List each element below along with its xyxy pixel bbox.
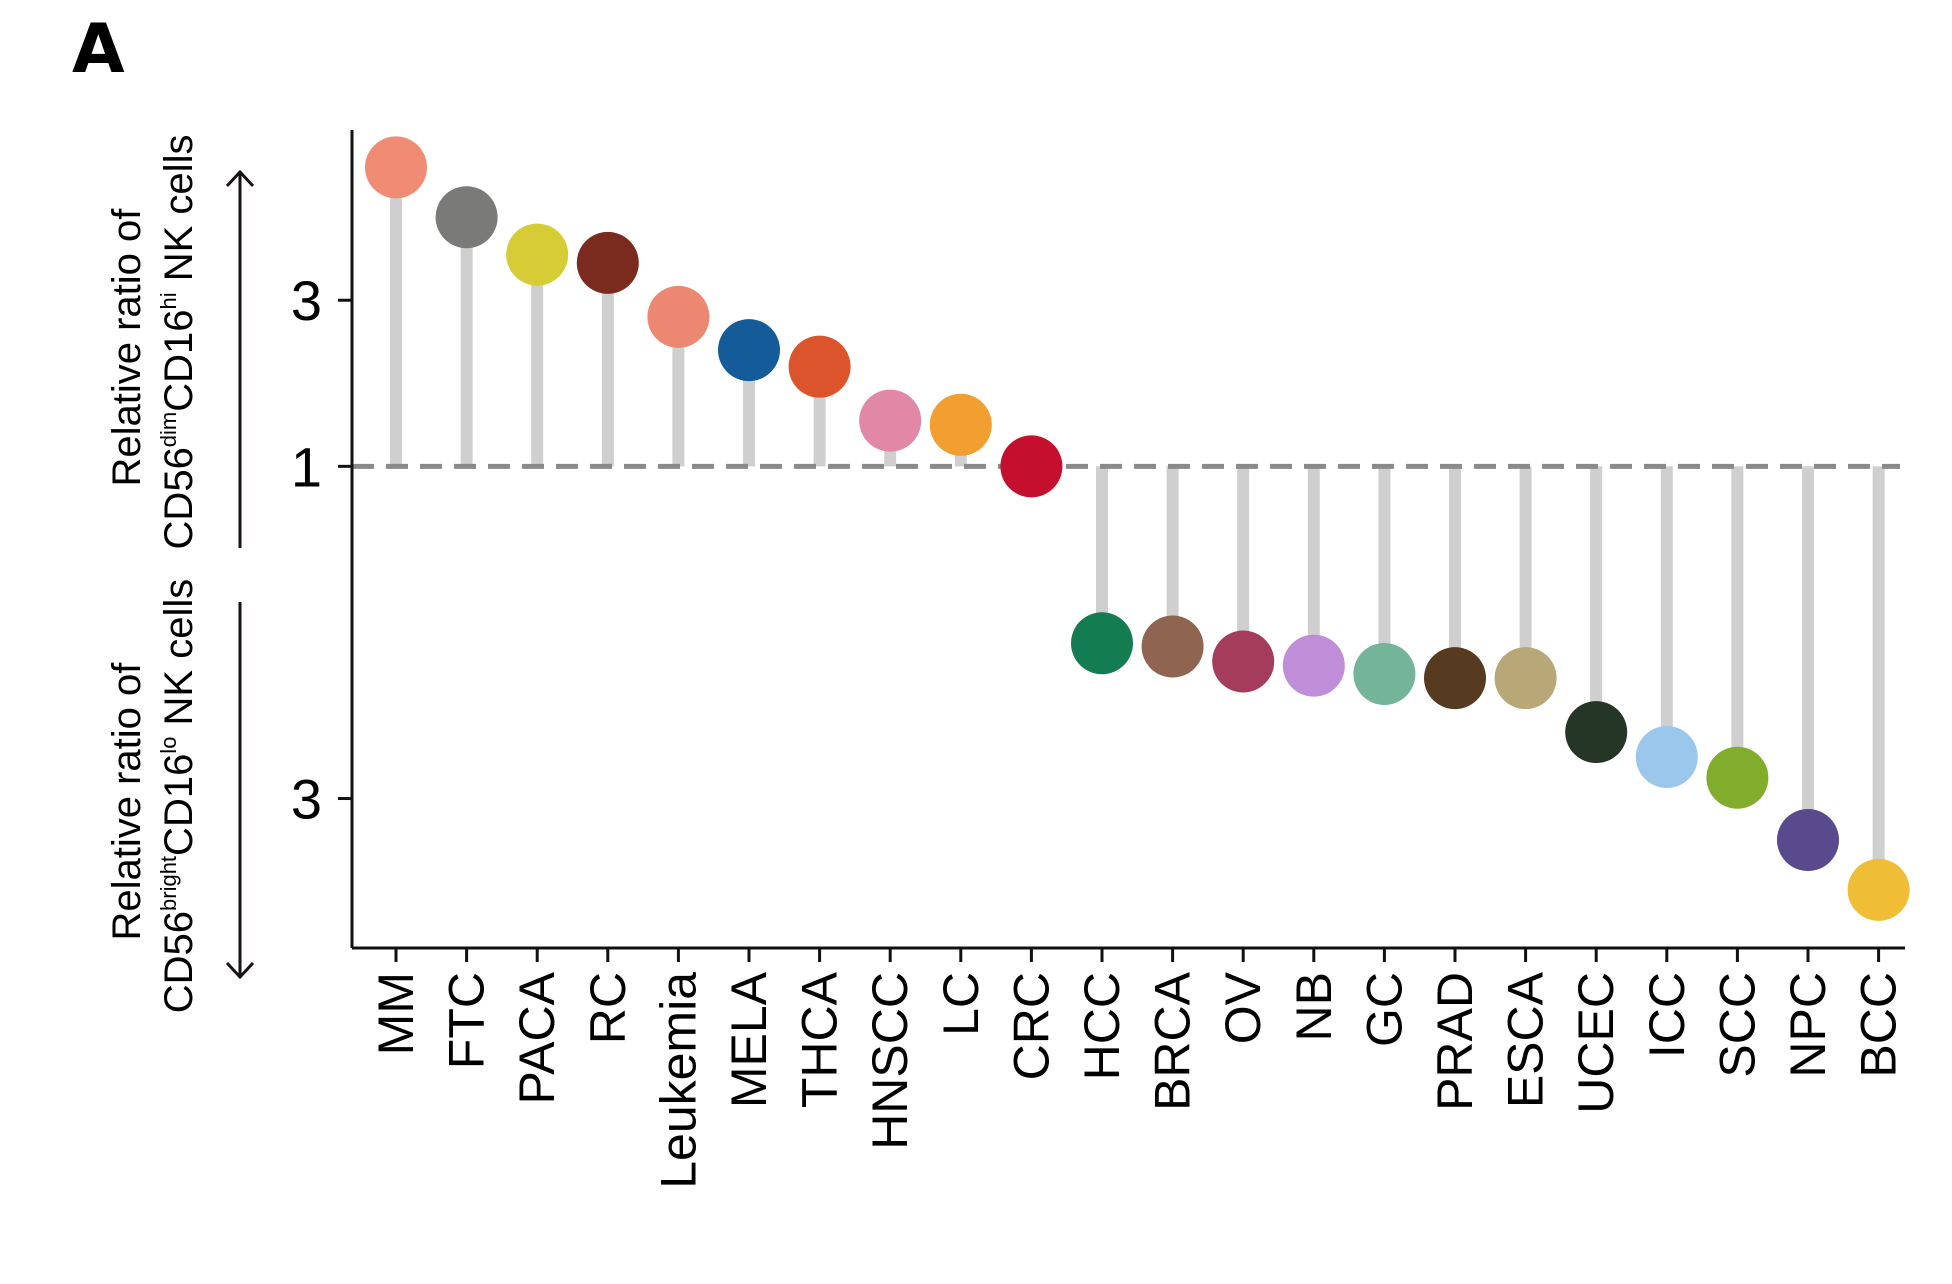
y-label-lower-pre: CD56 (157, 911, 201, 1013)
points-layer (365, 136, 1910, 921)
x-label-icc: ICC (1639, 972, 1695, 1058)
x-label-leukemia: Leukemia (650, 972, 706, 1189)
x-label-lc: LC (933, 972, 989, 1036)
point-hnscc (859, 389, 922, 452)
point-scc (1706, 746, 1769, 809)
x-label-scc: SCC (1709, 972, 1765, 1078)
point-ov (1212, 630, 1275, 693)
x-label-ov: OV (1215, 971, 1271, 1044)
x-label-crc: CRC (1003, 972, 1059, 1080)
y-label-lower-post: NK cells (157, 579, 201, 737)
down-arrow (225, 602, 255, 980)
point-esca (1494, 647, 1557, 710)
x-label-ucec: UCEC (1568, 972, 1624, 1114)
point-crc (1000, 435, 1063, 498)
x-label-ftc: FTC (439, 972, 495, 1069)
y-label-lower-line1: Relative ratio of (105, 662, 149, 941)
x-label-npc: NPC (1780, 972, 1836, 1078)
y-ticks-layer: 3 1 3 (291, 269, 352, 831)
point-ucec (1565, 701, 1628, 764)
x-label-mm: MM (368, 972, 424, 1055)
y-label-lower-sup1: bright (156, 856, 181, 911)
x-label-hnscc: HNSCC (862, 972, 918, 1150)
point-paca (506, 223, 569, 286)
point-bcc (1847, 858, 1910, 921)
point-brca (1141, 615, 1204, 678)
y-label-upper-post: NK cells (157, 135, 201, 293)
point-icc (1635, 725, 1698, 788)
y-label-upper-pre: CD56 (157, 447, 201, 549)
y-label-lower-mid: CD16 (157, 754, 201, 856)
stems-layer (390, 167, 1885, 890)
x-labels-layer: MM FTC PACA RC Leukemia MELA THCA HNSCC LC CRC HCC… (368, 948, 1907, 1189)
x-label-esca: ESCA (1498, 971, 1554, 1108)
y-label-upper-sup2: hi (156, 292, 181, 309)
point-thca (788, 335, 851, 398)
x-label-prad: PRAD (1427, 972, 1483, 1111)
point-mela (718, 319, 780, 382)
point-ftc (435, 186, 498, 249)
point-nb (1282, 634, 1345, 697)
panel-label: A (72, 10, 125, 89)
point-prad (1424, 647, 1486, 710)
y-tick-label-0: 3 (291, 269, 322, 332)
x-label-nb: NB (1286, 972, 1342, 1041)
x-label-thca: THCA (792, 971, 848, 1108)
y-label-lower-sup2: lo (156, 737, 181, 754)
y-label-upper-mid: CD16 (157, 309, 201, 411)
x-label-mela: MELA (721, 971, 777, 1108)
point-mm (365, 136, 427, 199)
x-label-gc: GC (1356, 972, 1412, 1047)
point-leukemia (647, 285, 710, 348)
x-label-paca: PACA (509, 971, 565, 1104)
point-rc (576, 231, 639, 294)
y-tick-label-2: 3 (291, 768, 322, 831)
point-npc (1777, 809, 1839, 872)
point-gc (1353, 642, 1416, 705)
x-label-hcc: HCC (1074, 972, 1130, 1080)
y-label-upper-sup1: dim (156, 412, 181, 447)
x-label-rc: RC (580, 972, 636, 1044)
y-axis-label-lower: Relative ratio of CD56brightCD16lo NK ce… (105, 579, 201, 1014)
y-axis-label-upper: Relative ratio of CD56dimCD16hi NK cells (105, 135, 201, 550)
point-hcc (1071, 612, 1133, 675)
y-tick-label-1: 1 (291, 435, 322, 498)
y-label-upper-line1: Relative ratio of (105, 208, 149, 487)
up-arrow (225, 169, 255, 548)
x-label-bcc: BCC (1851, 972, 1907, 1078)
x-label-brca: BRCA (1145, 971, 1201, 1111)
point-lc (929, 393, 992, 456)
